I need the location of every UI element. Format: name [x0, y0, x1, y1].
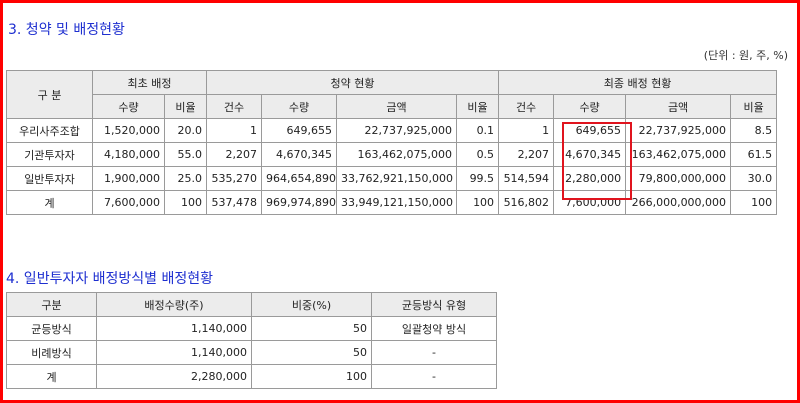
highlight-box: [562, 122, 632, 200]
table-row: 비례방식 1,140,000 50 -: [6, 340, 497, 365]
init-qty-cell: 7,600,000: [92, 190, 165, 215]
sub-ratio-cell: 99.5: [456, 166, 500, 191]
sub-ratio-cell: 0.5: [456, 142, 500, 167]
fin-amount-cell: 163,462,075,000: [625, 142, 732, 167]
type-cell: -: [371, 364, 497, 389]
init-ratio-cell: 100: [163, 190, 208, 215]
table-row: 우리사주조합 1,520,000 20.0 1 649,655 22,737,9…: [6, 118, 778, 143]
table-row: 균등방식 1,140,000 50 일괄청약 방식: [6, 316, 497, 341]
row-label: 계: [6, 364, 97, 389]
table-row-total: 계 7,600,000 100 537,478 969,974,890 33,9…: [6, 190, 778, 215]
fin-count-cell: 516,802: [498, 190, 555, 215]
header-sub-amount: 금액: [336, 94, 458, 119]
init-qty-cell: 1,900,000: [92, 166, 165, 191]
ratio-cell: 50: [251, 316, 372, 341]
table-row-total: 계 2,280,000 100 -: [6, 364, 497, 389]
sub-qty-cell: 4,670,345: [261, 142, 338, 167]
allocation-method-table: 구분 배정수량(주) 비중(%) 균등방식 유형 균등방식 1,140,000 …: [6, 292, 497, 389]
section-4-title: 4. 일반투자자 배정방식별 배정현황: [6, 271, 214, 287]
init-qty-cell: 4,180,000: [92, 142, 165, 167]
row-label: 비례방식: [6, 340, 97, 365]
table-row: 기관투자자 4,180,000 55.0 2,207 4,670,345 163…: [6, 142, 778, 167]
unit-label: (단위 : 원, 주, %): [703, 49, 788, 62]
row-label: 우리사주조합: [6, 118, 93, 143]
fin-count-cell: 2,207: [498, 142, 555, 167]
fin-amount-cell: 79,800,000,000: [625, 166, 732, 191]
type-cell: -: [371, 340, 497, 365]
sub-qty-cell: 964,654,890: [261, 166, 338, 191]
header-alloc-qty: 배정수량(주): [96, 292, 252, 317]
table-row: 일반투자자 1,900,000 25.0 535,270 964,654,890…: [6, 166, 778, 191]
init-ratio-cell: 55.0: [163, 142, 208, 167]
header-fin-amount: 금액: [625, 94, 732, 119]
row-label: 계: [6, 190, 93, 215]
alloc-qty-cell: 2,280,000: [96, 364, 252, 389]
fin-count-cell: 1: [498, 118, 555, 143]
fin-ratio-cell: 8.5: [730, 118, 778, 143]
fin-ratio-cell: 100: [730, 190, 778, 215]
sub-qty-cell: 649,655: [261, 118, 338, 143]
init-ratio-cell: 20.0: [163, 118, 208, 143]
sub-count-cell: 2,207: [206, 142, 263, 167]
sub-amount-cell: 163,462,075,000: [336, 142, 458, 167]
fin-amount-cell: 22,737,925,000: [625, 118, 732, 143]
header-subscription-status: 청약 현황: [206, 70, 500, 95]
section-3-title: 3. 청약 및 배정현황: [8, 22, 125, 38]
header-fin-qty: 수량: [553, 94, 627, 119]
ratio-cell: 100: [251, 364, 372, 389]
sub-amount-cell: 33,949,121,150,000: [336, 190, 458, 215]
subscription-allocation-table: 구 분 최초 배정 청약 현황 최종 배정 현황 수량 비율 건수 수량 금액 …: [6, 70, 778, 215]
sub-count-cell: 535,270: [206, 166, 263, 191]
fin-amount-cell: 266,000,000,000: [625, 190, 732, 215]
header-equal-type: 균등방식 유형: [371, 292, 497, 317]
fin-count-cell: 514,594: [498, 166, 555, 191]
header-final-allocation-status: 최종 배정 현황: [498, 70, 778, 95]
header-sub-count: 건수: [206, 94, 263, 119]
sub-ratio-cell: 0.1: [456, 118, 500, 143]
header-fin-count: 건수: [498, 94, 555, 119]
header-sub-ratio: 비율: [456, 94, 500, 119]
fin-ratio-cell: 30.0: [730, 166, 778, 191]
ratio-cell: 50: [251, 340, 372, 365]
header-initial-allocation: 최초 배정: [91, 70, 208, 95]
row-label: 일반투자자: [6, 166, 93, 191]
sub-amount-cell: 22,737,925,000: [336, 118, 458, 143]
header-fin-ratio: 비율: [730, 94, 778, 119]
fin-ratio-cell: 61.5: [730, 142, 778, 167]
header-init-ratio: 비율: [163, 94, 208, 119]
header-init-qty: 수량: [92, 94, 165, 119]
header-sub-qty: 수량: [261, 94, 338, 119]
alloc-qty-cell: 1,140,000: [96, 316, 252, 341]
header-ratio: 비중(%): [251, 292, 372, 317]
sub-count-cell: 1: [206, 118, 263, 143]
row-label: 기관투자자: [6, 142, 93, 167]
sub-count-cell: 537,478: [206, 190, 263, 215]
fin-qty-cell: 4,670,345: [553, 142, 627, 167]
header-gubun: 구 분: [6, 70, 93, 119]
type-cell: 일괄청약 방식: [371, 316, 497, 341]
row-label: 균등방식: [6, 316, 97, 341]
sub-qty-cell: 969,974,890: [261, 190, 338, 215]
init-qty-cell: 1,520,000: [92, 118, 165, 143]
init-ratio-cell: 25.0: [163, 166, 208, 191]
sub-amount-cell: 33,762,921,150,000: [336, 166, 458, 191]
sub-ratio-cell: 100: [456, 190, 500, 215]
header-gubun: 구분: [6, 292, 97, 317]
alloc-qty-cell: 1,140,000: [96, 340, 252, 365]
